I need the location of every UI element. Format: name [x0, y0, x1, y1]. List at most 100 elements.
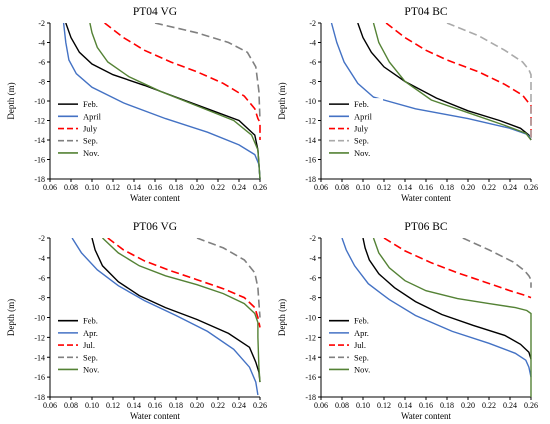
y-tick-label: -10 — [34, 97, 45, 106]
y-tick-label: -18 — [34, 393, 45, 402]
x-tick-label: 0.26 — [253, 401, 267, 410]
y-tick-label: -16 — [34, 156, 45, 165]
x-tick-label: 0.22 — [211, 183, 225, 192]
legend-label: Sep. — [354, 352, 369, 362]
x-tick-label: 0.22 — [211, 401, 225, 410]
series-line-sep — [462, 238, 532, 288]
legend-label: Apr. — [354, 328, 369, 338]
x-tick-label: 0.26 — [524, 183, 538, 192]
series-line-feb — [362, 238, 532, 360]
x-tick-label: 0.10 — [85, 183, 99, 192]
y-tick-label: -18 — [305, 393, 316, 402]
x-tick-label: 0.06 — [314, 183, 328, 192]
legend-label: Apr. — [83, 328, 98, 338]
series-line-nov — [372, 238, 532, 397]
legend-label: Sep. — [354, 136, 369, 146]
x-tick-label: 0.12 — [106, 401, 120, 410]
x-tick-label: 0.24 — [232, 401, 246, 410]
series-line-nov — [102, 238, 261, 383]
y-tick-label: -16 — [305, 373, 316, 382]
series-line-sep — [446, 23, 532, 140]
series-line-feb — [91, 238, 261, 383]
legend-label: April — [354, 111, 373, 121]
legend-label: April — [83, 111, 102, 121]
x-tick-label: 0.20 — [190, 183, 204, 192]
y-tick-label: -10 — [34, 314, 45, 323]
x-tick-label: 0.20 — [461, 401, 475, 410]
legend-label: Jul. — [354, 340, 366, 350]
y-tick-label: -18 — [34, 175, 45, 184]
legend-label: Nov. — [83, 364, 99, 374]
y-tick-label: -2 — [309, 234, 316, 243]
y-tick-label: -14 — [305, 136, 316, 145]
y-tick-label: -2 — [38, 19, 45, 28]
y-tick-label: -4 — [309, 39, 316, 48]
x-tick-label: 0.08 — [335, 183, 349, 192]
y-tick-label: -14 — [34, 353, 45, 362]
chart-title: PT04 BC — [404, 6, 447, 18]
y-tick-label: -4 — [38, 39, 45, 48]
chart-panel-0: PT04 VG -2 -4 -6 -8 -10 -12 -14 -16 -180.06 0.08 0.… — [6, 6, 267, 203]
series-line-jul — [107, 238, 261, 328]
x-tick-label: 0.18 — [440, 401, 454, 410]
x-tick-label: 0.26 — [524, 401, 538, 410]
chart-panel-1: PT04 BC -2 -4 -6 -8 -10 -12 -14 -16 -180.06 0.08 0.… — [277, 6, 538, 203]
series-line-july — [385, 23, 532, 140]
y-tick-label: -10 — [305, 314, 316, 323]
y-tick-label: -8 — [309, 78, 316, 87]
y-tick-label: -16 — [34, 373, 45, 382]
y-tick-label: -14 — [305, 353, 316, 362]
series-line-nov — [372, 23, 532, 141]
series-line-july — [104, 23, 261, 140]
y-tick-label: -12 — [305, 117, 316, 126]
legend-label: Nov. — [354, 148, 370, 158]
chart-title: PT06 VG — [133, 221, 177, 233]
y-tick-label: -12 — [305, 333, 316, 342]
legend-label: Feb. — [354, 99, 369, 109]
chart-panel-2: PT06 VG -2 -4 -6 -8 -10 -12 -14 -16 -180.06 0.08 0.… — [6, 221, 267, 421]
x-tick-label: 0.08 — [335, 401, 349, 410]
x-axis-label: Water content — [130, 411, 181, 421]
x-tick-label: 0.16 — [148, 401, 162, 410]
x-axis-label: Water content — [401, 193, 452, 203]
y-axis-label: Depth (m) — [277, 299, 287, 336]
x-axis-label: Water content — [401, 411, 452, 421]
legend-label: July — [354, 124, 369, 134]
x-tick-label: 0.16 — [419, 401, 433, 410]
y-axis-label: Depth (m) — [277, 82, 287, 119]
x-tick-label: 0.10 — [356, 401, 370, 410]
x-tick-label: 0.14 — [127, 183, 141, 192]
legend-label: Jul. — [83, 340, 95, 350]
chart-title: PT06 BC — [404, 221, 447, 233]
y-tick-label: -18 — [305, 175, 316, 184]
legend-label: Feb. — [83, 316, 98, 326]
y-tick-label: -2 — [309, 19, 316, 28]
x-tick-label: 0.20 — [190, 401, 204, 410]
x-tick-label: 0.10 — [85, 401, 99, 410]
x-axis-label: Water content — [130, 193, 181, 203]
x-tick-label: 0.16 — [419, 183, 433, 192]
legend-label: Sep. — [83, 352, 98, 362]
x-tick-label: 0.08 — [64, 183, 78, 192]
y-tick-label: -6 — [38, 274, 45, 283]
legend-label: Sep. — [83, 136, 98, 146]
y-tick-label: -6 — [309, 58, 316, 67]
series-line-jul — [383, 238, 532, 299]
y-axis-label: Depth (m) — [6, 299, 16, 336]
y-tick-label: -10 — [305, 97, 316, 106]
x-tick-label: 0.14 — [398, 183, 412, 192]
y-tick-label: -12 — [34, 333, 45, 342]
x-tick-label: 0.24 — [232, 183, 246, 192]
chart-panel-3: PT06 BC -2 -4 -6 -8 -10 -12 -14 -16 -180.06 0.08 0.… — [277, 221, 538, 421]
legend-label: Nov. — [83, 148, 99, 158]
x-tick-label: 0.14 — [127, 401, 141, 410]
x-tick-label: 0.18 — [169, 183, 183, 192]
x-tick-label: 0.06 — [43, 401, 57, 410]
y-tick-label: -8 — [38, 78, 45, 87]
chart-title: PT04 VG — [133, 6, 177, 18]
x-tick-label: 0.06 — [314, 401, 328, 410]
x-tick-label: 0.24 — [503, 401, 517, 410]
y-tick-label: -2 — [38, 234, 45, 243]
y-axis-label: Depth (m) — [6, 82, 16, 119]
y-tick-label: -12 — [34, 117, 45, 126]
